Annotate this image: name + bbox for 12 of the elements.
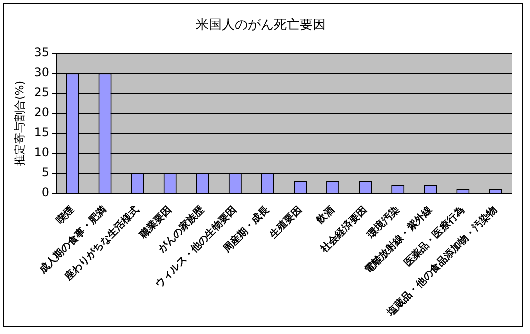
y-tick-label: 15 <box>34 126 50 140</box>
chart-title: 米国人のがん死亡要因 <box>196 17 326 34</box>
y-axis-title: 推定寄与割合(%) <box>13 81 26 166</box>
y-tick-label: 30 <box>34 66 50 80</box>
y-tick-label: 20 <box>34 106 50 120</box>
y-tick-label: 35 <box>34 46 50 60</box>
y-tick-label: 25 <box>34 86 50 100</box>
y-tick-label: 0 <box>42 186 50 200</box>
y-tick-label: 5 <box>42 166 50 180</box>
x-tick-label: 喫煙 <box>54 204 77 227</box>
y-tick-label: 10 <box>34 146 50 160</box>
x-tick-label: 飲酒 <box>314 204 337 228</box>
